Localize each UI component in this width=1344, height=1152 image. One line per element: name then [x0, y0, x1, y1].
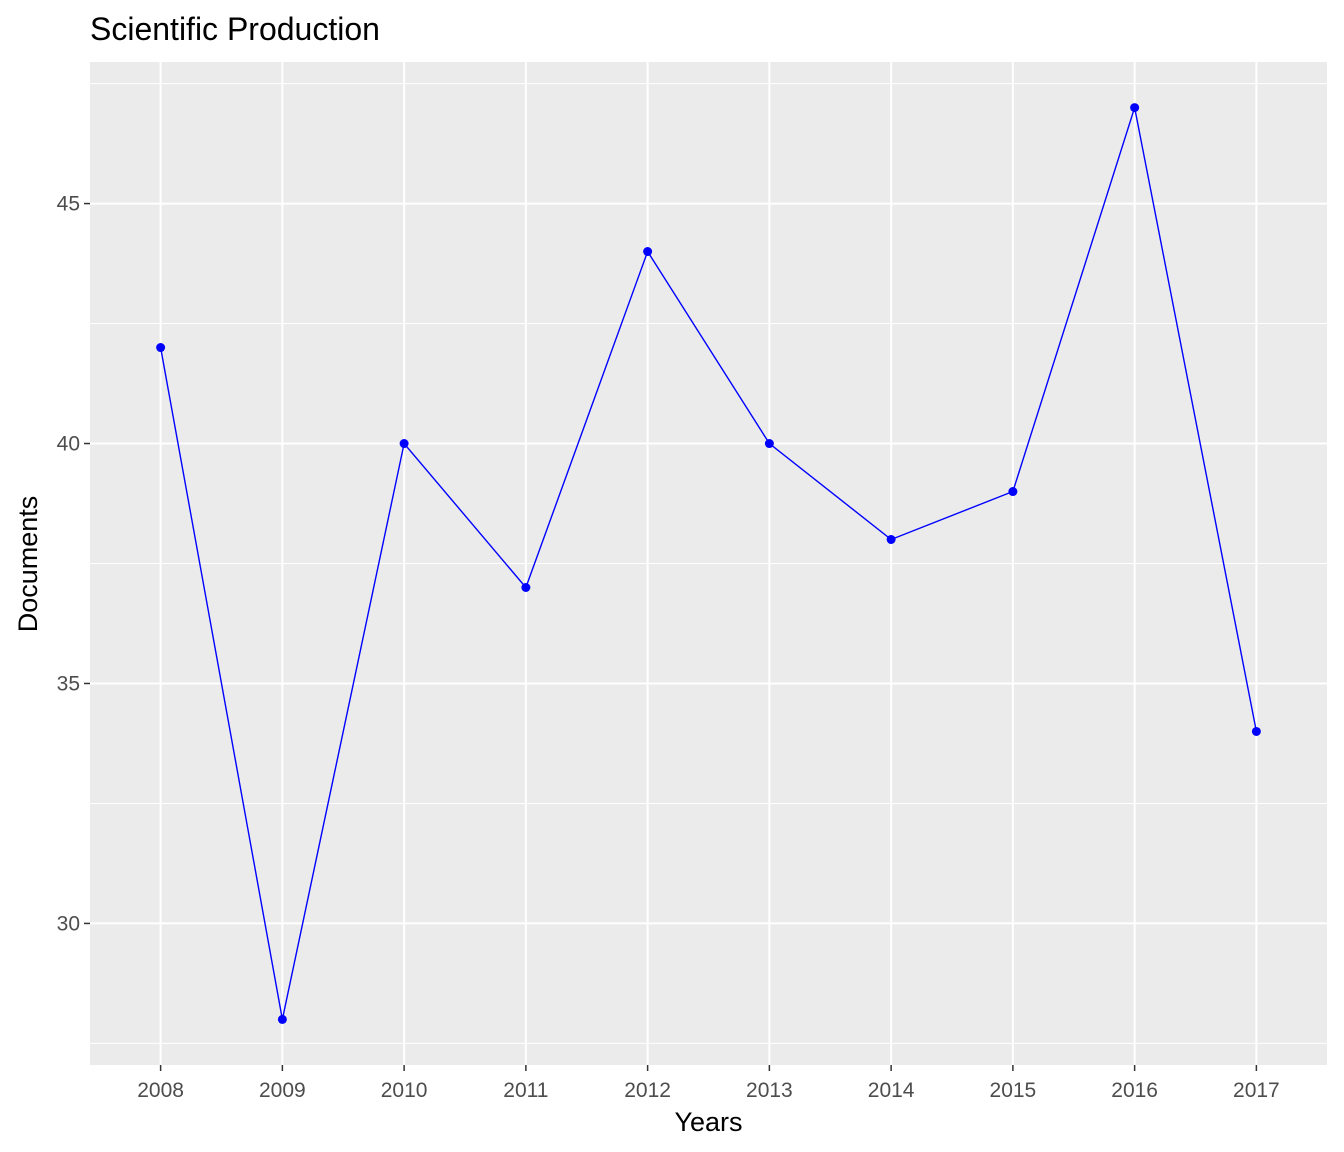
y-axis-label: Documents — [13, 496, 43, 633]
y-tick-label: 45 — [57, 193, 80, 216]
x-tick-label: 2014 — [868, 1079, 915, 1102]
x-axis: 2008 2009 2010 2011 2012 2013 2014 2015 2016 2017 — [137, 1065, 1280, 1102]
x-tick-label: 2008 — [137, 1079, 184, 1102]
chart-title: Scientific Production — [90, 11, 380, 47]
data-point — [643, 247, 653, 257]
data-point — [886, 535, 896, 545]
grid-minor — [90, 83, 1327, 1044]
x-tick-label: 2017 — [1233, 1079, 1280, 1102]
x-tick-label: 2011 — [503, 1079, 548, 1102]
x-tick-label: 2013 — [746, 1079, 793, 1102]
data-point — [764, 439, 774, 449]
series-points — [156, 103, 1261, 1024]
x-tick-label: 2016 — [1111, 1079, 1158, 1102]
data-point — [1008, 487, 1018, 497]
x-tick-label: 2015 — [990, 1079, 1037, 1102]
grid-major — [90, 62, 1327, 1065]
x-tick-label: 2009 — [259, 1079, 306, 1102]
data-point — [399, 439, 409, 449]
y-axis: 30 35 40 45 — [57, 193, 90, 935]
data-point — [277, 1014, 287, 1024]
x-axis-label: Years — [674, 1107, 742, 1137]
data-point — [1130, 103, 1140, 113]
y-tick-label: 35 — [57, 672, 80, 695]
x-tick-label: 2010 — [381, 1079, 428, 1102]
data-point — [1251, 726, 1261, 736]
y-tick-label: 40 — [57, 433, 80, 456]
x-tick-label: 2012 — [624, 1079, 671, 1102]
data-point — [521, 582, 531, 592]
y-tick-label: 30 — [57, 912, 80, 935]
data-point — [156, 343, 166, 353]
series-line — [159, 107, 1258, 1020]
